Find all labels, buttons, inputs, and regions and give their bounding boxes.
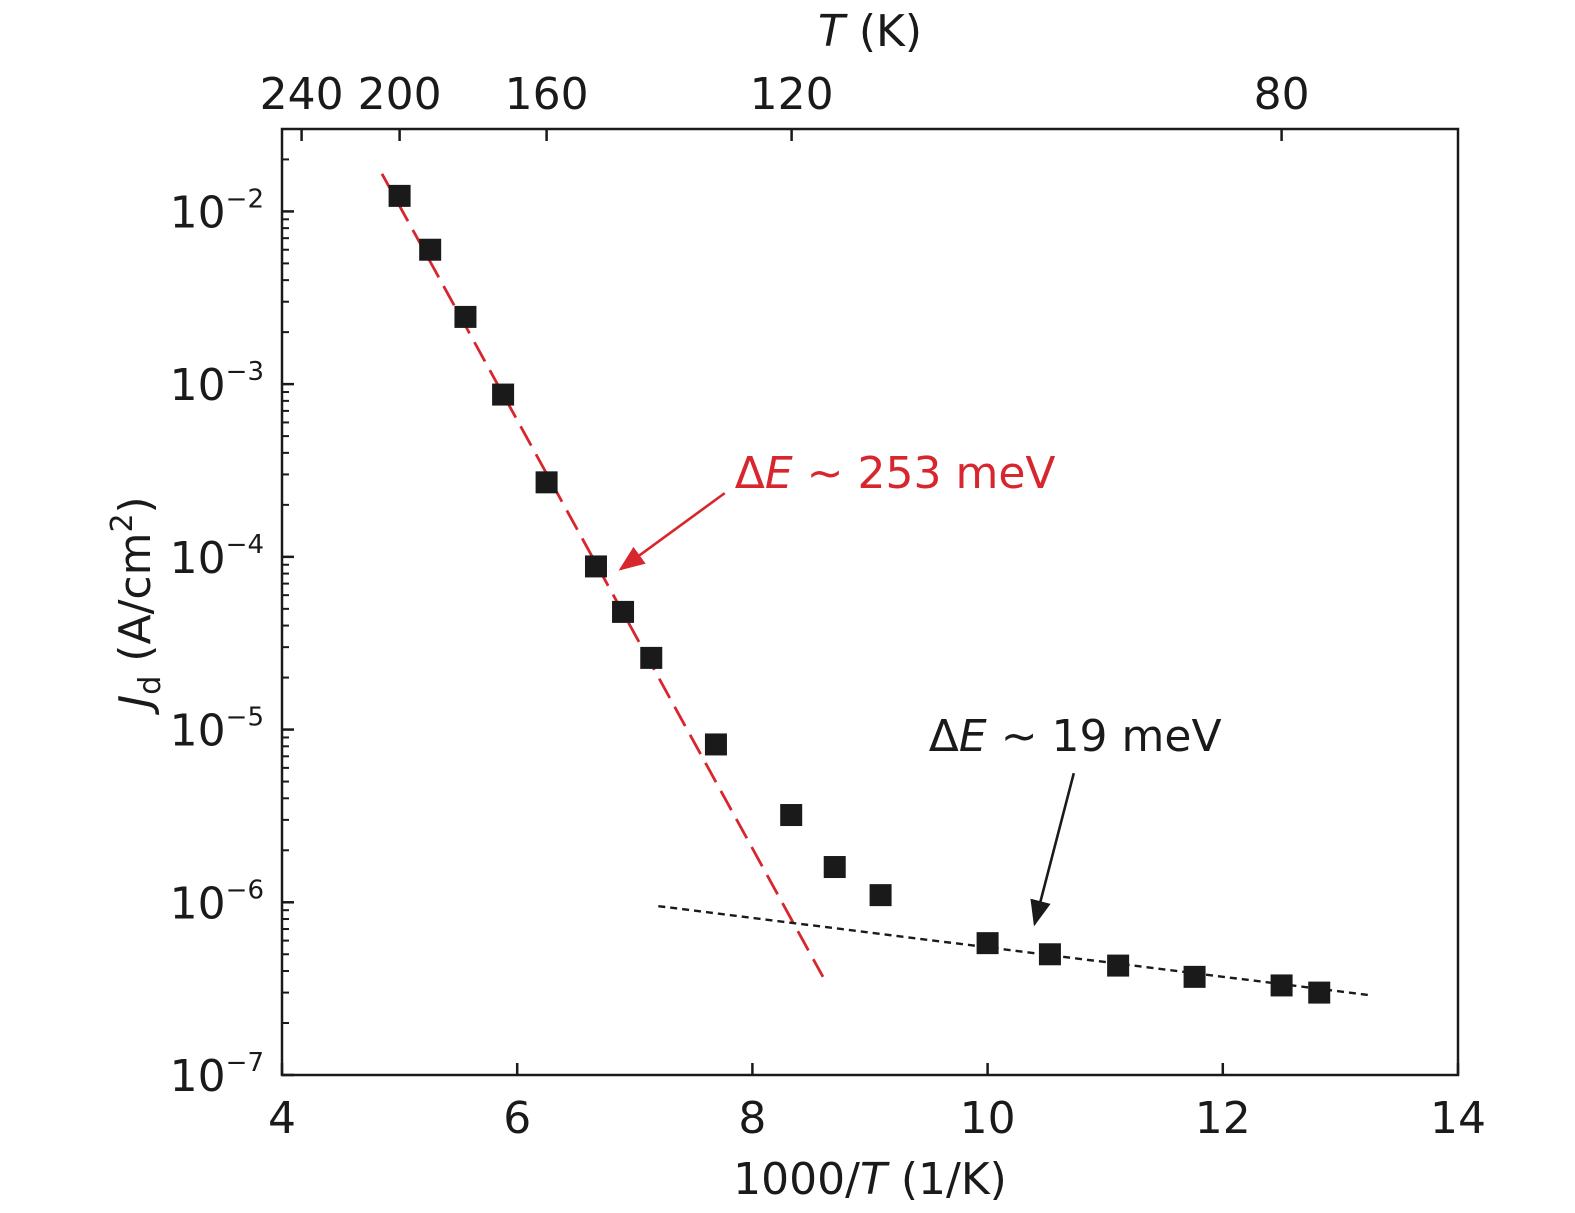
y-tick-label: 10−7: [170, 1048, 264, 1102]
y-tick-base: 10: [170, 706, 226, 757]
top-tick-label: 240: [260, 69, 344, 120]
y-tick-base: 10: [170, 1051, 226, 1102]
data-point: [704, 733, 727, 756]
x-tick-label: 8: [738, 1093, 766, 1144]
data-point: [1183, 965, 1206, 988]
axis-ticks: [280, 128, 1460, 1077]
y-tick-exp: −4: [226, 530, 264, 560]
data-point: [492, 383, 515, 406]
annotation-label-1: ΔE ~ 253 meV: [735, 448, 1056, 499]
x-tick-label: 4: [268, 1093, 296, 1144]
data-point: [1308, 981, 1331, 1004]
plot-frame: [280, 127, 1460, 1077]
y-tick-base: 10: [170, 360, 226, 411]
annotation-arrow-2: [1030, 772, 1076, 927]
annotation-label-2: ΔE ~ 19 meV: [929, 711, 1222, 762]
data-point: [535, 471, 558, 494]
x-axis-title-italic: T: [860, 1154, 890, 1205]
y-tick-exp: −6: [226, 875, 264, 905]
y-tick-label: 10−2: [170, 184, 264, 238]
data-point: [454, 305, 477, 328]
annotation-arrow-1: [618, 492, 726, 571]
y-tick-label: 10−4: [170, 530, 264, 584]
y-tick-exp: −7: [226, 1048, 264, 1078]
x-tick-label: 14: [1430, 1093, 1486, 1144]
y-tick-base: 10: [170, 187, 226, 238]
y-tick-exp: −5: [226, 703, 264, 733]
data-point: [584, 555, 607, 578]
y-axis-title-sup: 2: [105, 513, 140, 532]
data-point: [1107, 954, 1130, 977]
top-axis-title-rest: (K): [845, 6, 922, 57]
x-tick-label: 12: [1195, 1093, 1251, 1144]
top-tick-label: 160: [505, 69, 589, 120]
y-axis-title-rest: (A/cm: [110, 533, 161, 676]
y-axis-title-italic: J: [110, 695, 161, 716]
y-tick-label: 10−6: [170, 875, 264, 929]
data-point: [780, 804, 803, 827]
y-tick-base: 10: [170, 533, 226, 584]
y-tick-label: 10−5: [170, 703, 264, 757]
data-points: [388, 184, 1331, 1004]
fit-line-2: [658, 904, 1370, 997]
y-axis-title-close: ): [110, 496, 161, 513]
y-tick-base: 10: [170, 878, 226, 929]
y-axis-title-sub: d: [133, 676, 168, 695]
x-axis-title: 1000/T (1/K): [733, 1154, 1007, 1205]
y-tick-label: 10−3: [170, 357, 264, 411]
top-tick-label: 120: [750, 69, 834, 120]
data-point: [1038, 943, 1061, 966]
data-point: [823, 856, 846, 879]
x-tick-label: 10: [960, 1093, 1016, 1144]
data-point: [388, 184, 411, 207]
data-point: [869, 884, 892, 907]
top-axis-title-italic: T: [818, 6, 848, 57]
annotations: ΔE ~ 253 meV ΔE ~ 19 meV: [618, 448, 1222, 927]
data-point: [1270, 974, 1293, 997]
fit-lines: [380, 173, 1370, 997]
y-axis-title: Jd (A/cm2): [105, 496, 168, 715]
x-axis-title-prefix: 1000/: [733, 1154, 860, 1205]
data-point: [419, 238, 442, 261]
data-point: [640, 646, 663, 669]
top-tick-label: 80: [1254, 69, 1310, 120]
top-tick-label: 200: [358, 69, 442, 120]
data-point: [976, 932, 999, 955]
x-tick-label: 6: [503, 1093, 531, 1144]
x-axis-title-suffix: (1/K): [887, 1154, 1007, 1205]
y-tick-exp: −2: [226, 184, 264, 214]
data-point: [612, 600, 635, 623]
y-tick-exp: −3: [226, 357, 264, 387]
top-axis-title: T (K): [818, 6, 922, 57]
